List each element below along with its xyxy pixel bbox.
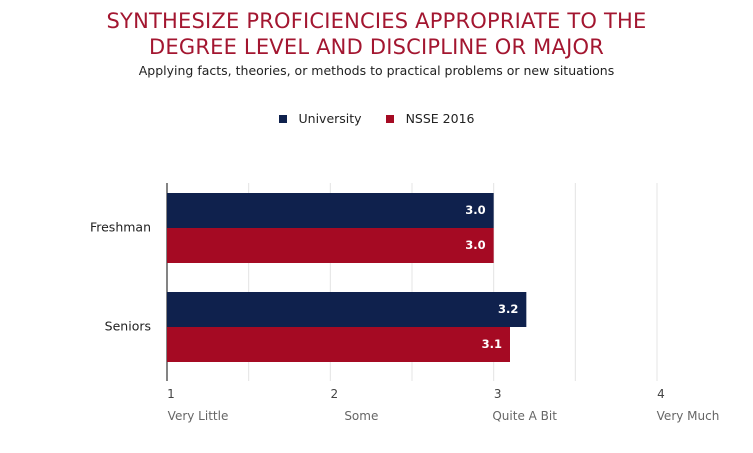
x-tick-label: 4: [657, 387, 665, 401]
legend-item-nsse: NSSE 2016: [385, 111, 475, 126]
x-tick-category-label: Some: [344, 409, 378, 423]
category-label: Seniors: [105, 319, 151, 334]
bar: [167, 193, 494, 228]
legend-item-university: University: [278, 111, 362, 126]
bar-value-label: 3.0: [465, 238, 485, 252]
bar-value-label: 3.2: [498, 302, 518, 316]
legend-label-university: University: [298, 111, 362, 126]
bar-value-label: 3.1: [482, 337, 502, 351]
x-tick-label: 1: [167, 387, 175, 401]
chart-subtitle: Applying facts, theories, or methods to …: [138, 63, 615, 78]
chart-title-line-2: DEGREE LEVEL AND DISCIPLINE OR MAJOR: [149, 35, 604, 59]
legend-swatch-university: [278, 114, 287, 123]
bar: [167, 228, 494, 263]
legend-label-nsse: NSSE 2016: [405, 111, 475, 126]
bar: [167, 327, 510, 362]
x-tick-label: 2: [331, 387, 339, 401]
chart-title-line-1: SYNTHESIZE PROFICIENCIES APPROPRIATE TO …: [106, 9, 647, 33]
x-tick-category-label: Very Little: [168, 409, 229, 423]
bar-value-label: 3.0: [465, 203, 485, 217]
chart-title: SYNTHESIZE PROFICIENCIES APPROPRIATE TO …: [0, 8, 753, 60]
legend: University NSSE 2016: [0, 111, 753, 126]
legend-swatch-nsse: [385, 114, 394, 123]
bar: [167, 292, 527, 327]
x-tick-label: 3: [494, 387, 502, 401]
x-tick-category-label: Very Much: [657, 409, 720, 423]
x-tick-category-label: Quite A Bit: [492, 409, 557, 423]
category-label: Freshman: [90, 220, 151, 235]
